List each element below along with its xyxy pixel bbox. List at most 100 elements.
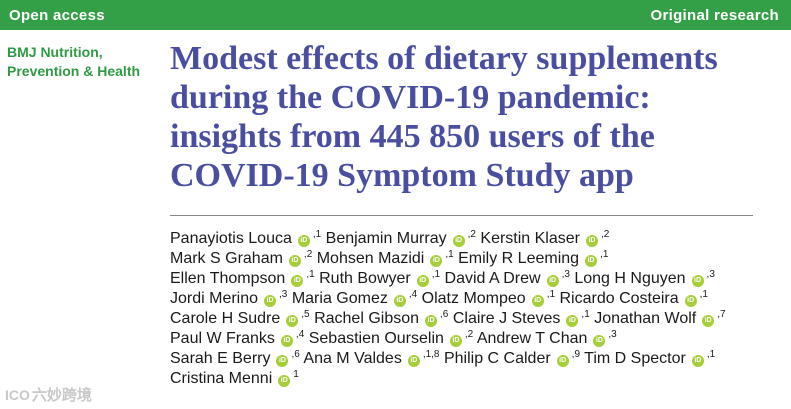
author-name[interactable]: Jonathan Wolf — [594, 310, 697, 327]
affiliation-marker: ,9 — [571, 349, 581, 360]
orcid-icon[interactable]: iD — [430, 255, 443, 267]
author-entry: Panayiotis Louca iD,1 — [170, 230, 321, 247]
orcid-icon[interactable]: iD — [531, 295, 544, 307]
author-name[interactable]: Philip C Calder — [443, 350, 551, 367]
title-line: Modest effects of dietary supplements — [170, 40, 718, 77]
orcid-icon[interactable]: iD — [452, 235, 465, 247]
orcid-icon[interactable]: iD — [556, 355, 569, 367]
orcid-icon[interactable]: iD — [449, 335, 462, 347]
author-entry: Mark S Graham iD,2 — [170, 250, 312, 267]
affiliation-marker: ,1 — [546, 289, 556, 300]
affiliation-marker: ,6 — [440, 309, 449, 320]
orcid-icon[interactable]: iD — [416, 275, 429, 287]
author-line: Panayiotis Louca iD,1 Benjamin Murray iD,2… — [170, 229, 785, 249]
author-name[interactable]: Andrew T Chan — [476, 330, 588, 347]
orcid-icon[interactable]: iD — [585, 235, 598, 247]
title-line: insights from 445 850 users of the — [170, 118, 655, 155]
orcid-icon[interactable]: iD — [691, 275, 704, 287]
author-name[interactable]: Panayiotis Louca — [170, 230, 292, 247]
affiliation-marker: ,3 — [706, 269, 715, 280]
orcid-icon[interactable]: iD — [585, 255, 598, 267]
orcid-icon[interactable]: iD — [407, 355, 420, 367]
author-name[interactable]: Ricardo Costeira — [559, 290, 679, 307]
orcid-icon[interactable]: iD — [546, 275, 559, 287]
author-name[interactable]: Jordi Merino — [170, 290, 259, 307]
affiliation-marker: ,4 — [295, 329, 305, 340]
author-name[interactable]: Kerstin Klaser — [480, 230, 580, 247]
author-entry: Ricardo Costeira iD,1 — [559, 290, 708, 307]
orcid-icon[interactable]: iD — [291, 275, 304, 287]
author-name[interactable]: Paul W Franks — [170, 330, 275, 347]
orcid-icon[interactable]: iD — [288, 255, 301, 267]
author-name[interactable]: Ruth Bowyer — [319, 270, 411, 287]
article-banner: Open access Original research — [0, 0, 791, 30]
affiliation-marker: ,7 — [717, 309, 726, 320]
author-entry: Jordi Merino iD,3 — [170, 290, 287, 307]
author-name[interactable]: Mohsen Mazidi — [316, 250, 425, 267]
orcid-icon[interactable]: iD — [264, 295, 277, 307]
author-entry: Emily R Leeming iD,1 — [458, 250, 608, 267]
journal-name-line: BMJ Nutrition, — [7, 44, 103, 60]
affiliation-marker: ,5 — [301, 309, 310, 320]
author-list: Panayiotis Louca iD,1 Benjamin Murray iD,2… — [170, 229, 785, 389]
author-name[interactable]: Sebastien Ourselin — [308, 330, 444, 347]
open-access-label: Open access — [9, 7, 105, 24]
orcid-icon[interactable]: iD — [297, 235, 310, 247]
orcid-icon[interactable]: iD — [393, 295, 406, 307]
affiliation-marker: ,2 — [600, 229, 610, 240]
affiliation-marker: ,2 — [467, 229, 476, 240]
author-name[interactable]: Claire J Steves — [452, 310, 561, 327]
author-name[interactable]: Emily R Leeming — [458, 250, 580, 267]
author-name[interactable]: Long H Nguyen — [574, 270, 686, 287]
orcid-icon[interactable]: iD — [278, 375, 291, 387]
author-entry: Ellen Thompson iD,1 — [170, 270, 315, 287]
affiliation-marker: ,1 — [600, 249, 609, 260]
affiliation-marker: ,3 — [561, 269, 570, 280]
affiliation-marker: ,6 — [291, 349, 300, 360]
orcid-icon[interactable]: iD — [566, 315, 579, 327]
orcid-icon[interactable]: iD — [286, 315, 299, 327]
affiliation-marker: 1 — [293, 369, 299, 380]
author-entry: Maria Gomez iD,4 — [292, 290, 417, 307]
watermark-text: 六妙跨境 — [31, 387, 92, 404]
affiliation-marker: ,3 — [279, 289, 288, 300]
author-name[interactable]: Carole H Sudre — [170, 310, 281, 327]
author-name[interactable]: Sarah E Berry — [170, 350, 271, 367]
orcid-icon[interactable]: iD — [684, 295, 697, 307]
orcid-icon[interactable]: iD — [276, 355, 289, 367]
author-name[interactable]: Benjamin Murray — [325, 230, 447, 247]
title-divider — [170, 215, 753, 216]
author-name[interactable]: Maria Gomez — [291, 290, 388, 307]
article-title: Modest effects of dietary supplements du… — [170, 39, 780, 195]
author-entry: Rachel Gibson iD,6 — [314, 310, 448, 327]
author-entry: Cristina Menni iD1 — [170, 370, 299, 387]
author-entry: Ruth Bowyer iD,1 — [319, 270, 440, 287]
orcid-icon[interactable]: iD — [280, 335, 293, 347]
affiliation-marker: ,1 — [306, 269, 315, 280]
author-entry: Carole H Sudre iD,5 — [170, 310, 310, 327]
affiliation-marker: ,4 — [408, 289, 418, 300]
orcid-icon[interactable]: iD — [691, 355, 704, 367]
author-entry: Olatz Mompeo iD,1 — [422, 290, 555, 307]
author-name[interactable]: Cristina Menni — [170, 370, 273, 387]
author-name[interactable]: Ellen Thompson — [170, 270, 286, 287]
author-name[interactable]: Ana M Valdes — [303, 350, 402, 367]
orcid-icon[interactable]: iD — [593, 335, 606, 347]
author-name[interactable]: Tim D Spector — [584, 350, 686, 367]
author-name[interactable]: Mark S Graham — [170, 250, 283, 267]
author-entry: Andrew T Chan iD,3 — [477, 330, 617, 347]
affiliation-marker: ,1 — [312, 229, 322, 240]
author-name[interactable]: Olatz Mompeo — [421, 290, 526, 307]
author-entry: Long H Nguyen iD,3 — [574, 270, 715, 287]
orcid-icon[interactable]: iD — [702, 315, 715, 327]
author-entry: Kerstin Klaser iD,2 — [480, 230, 609, 247]
orcid-icon[interactable]: iD — [425, 315, 438, 327]
affiliation-marker: ,2 — [464, 329, 474, 340]
author-name[interactable]: Rachel Gibson — [314, 310, 420, 327]
journal-name-line: Prevention & Health — [7, 63, 141, 79]
title-line: COVID-19 Symptom Study app — [170, 157, 634, 194]
author-entry: Jonathan Wolf iD,7 — [594, 309, 726, 327]
author-name[interactable]: David A Drew — [444, 270, 541, 287]
author-line: Mark S Graham iD,2 Mohsen Mazidi iD,1 Emil… — [170, 249, 785, 269]
affiliation-marker: ,3 — [608, 329, 617, 340]
